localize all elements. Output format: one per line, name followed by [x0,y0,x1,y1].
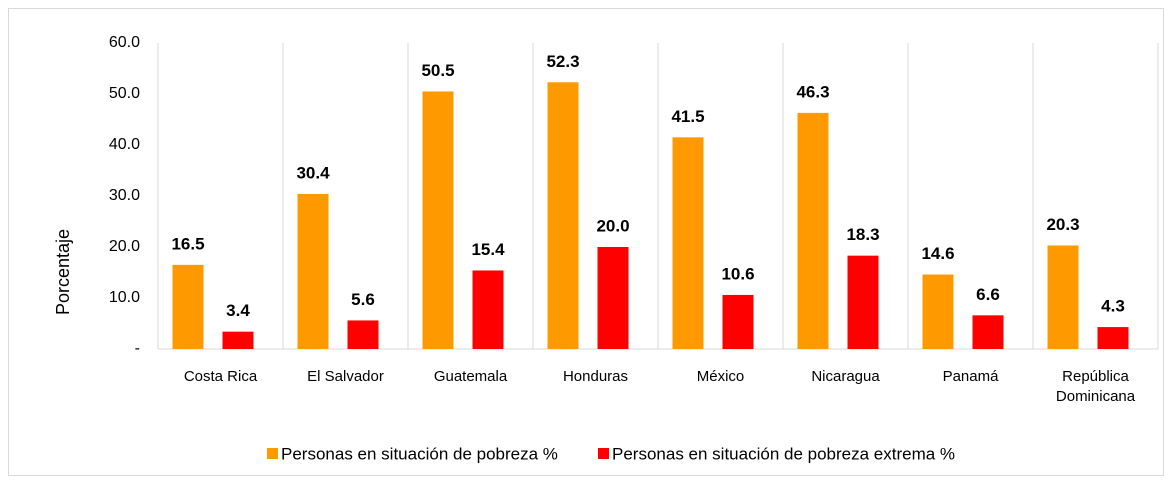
y-axis-label: Porcentaje [53,229,73,315]
data-label: 10.6 [721,264,754,283]
bar [422,91,454,349]
data-label: 4.3 [1101,297,1125,316]
legend-swatch [598,448,609,459]
x-tick-label: Honduras [562,368,629,385]
y-tick-label: 10.0 [109,289,140,306]
data-label: 18.3 [846,225,879,244]
bar [222,331,254,349]
x-tick-label: Nicaragua [811,368,880,385]
data-label: 52.3 [546,52,579,71]
data-label: 50.5 [421,61,454,80]
data-label: 20.0 [596,216,629,235]
data-label: 6.6 [976,285,1000,304]
bar [347,320,379,349]
bar [547,82,579,350]
y-tick-label: 40.0 [109,136,140,153]
x-tick-label: República Dominicana [1055,368,1136,405]
legend-swatch [267,448,278,459]
data-label: 3.4 [226,301,250,320]
data-label: 16.5 [171,234,204,253]
bar [922,274,954,349]
x-tick-label: Costa Rica [183,368,258,385]
bar [797,112,829,350]
x-tick-label: Guatemala [433,368,508,385]
bar [472,270,504,349]
data-label: 15.4 [471,240,505,259]
y-tick-label: 50.0 [109,85,140,102]
data-label: 41.5 [671,107,704,126]
data-label: 20.3 [1046,215,1079,234]
data-label: 46.3 [796,82,829,101]
y-tick-label: - [135,340,140,357]
bar [847,255,879,349]
x-tick-label: El Salvador [307,368,384,385]
data-label: 14.6 [921,244,954,263]
x-tick-label: México [696,368,745,385]
bar [972,315,1004,349]
bar [597,247,629,349]
bar [1047,245,1079,349]
y-tick-label: 60.0 [109,34,140,51]
bar [172,264,204,349]
bar [722,294,754,349]
bar [672,137,704,349]
legend-label: Personas en situación de pobreza extrema… [612,444,955,463]
y-tick-label: 30.0 [109,187,140,204]
bar [297,193,329,349]
legend-label: Personas en situación de pobreza % [281,444,558,463]
y-tick-label: 20.0 [109,238,140,255]
data-label: 30.4 [296,163,330,182]
x-tick-label: Panamá [942,368,999,385]
bar [1097,327,1129,349]
chart-border [8,8,1164,476]
data-label: 5.6 [351,290,375,309]
